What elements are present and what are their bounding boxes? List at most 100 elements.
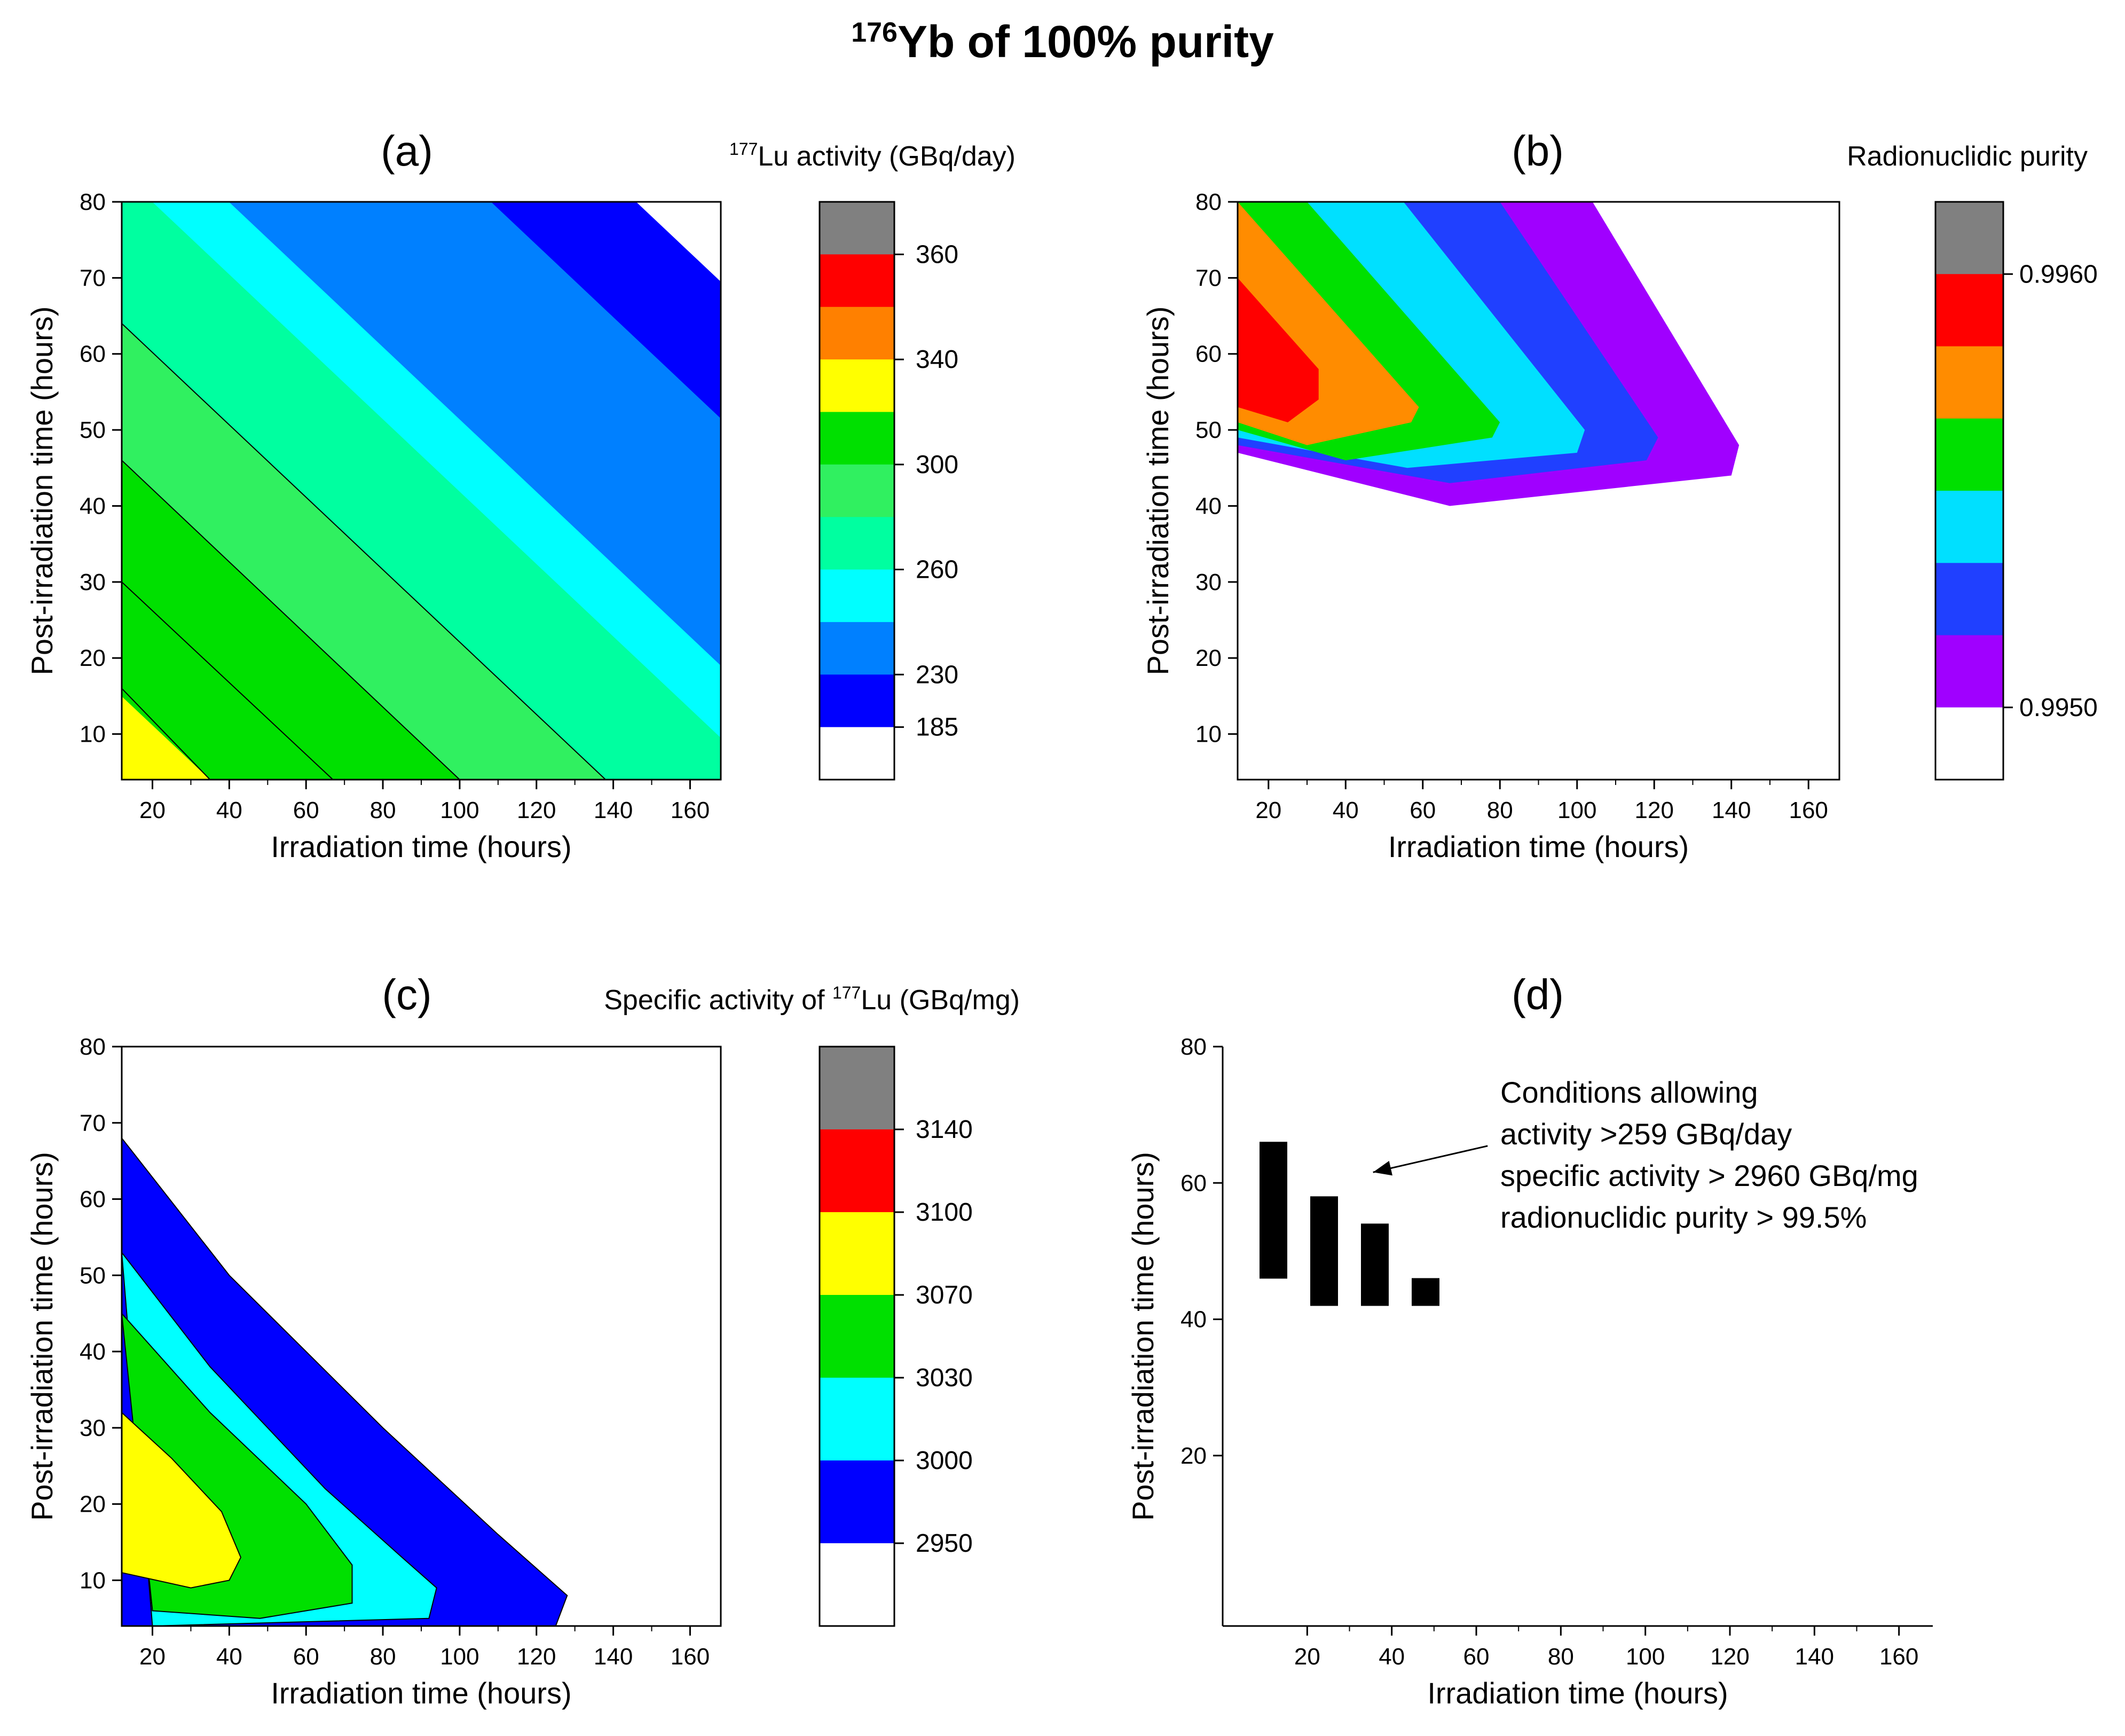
x-tick-label: 140 xyxy=(594,797,633,823)
annotation-text: Conditions allowing xyxy=(1500,1075,1758,1109)
y-tick-label: 20 xyxy=(1195,645,1222,671)
annotation-arrow-head xyxy=(1373,1161,1392,1176)
x-tick-label: 80 xyxy=(370,1644,396,1670)
y-axis-label: Post-irradiation time (hours) xyxy=(25,307,59,675)
colorbar-tick-label: 3140 xyxy=(916,1116,973,1144)
x-tick-label: 20 xyxy=(1255,797,1281,823)
x-tick-label: 100 xyxy=(1626,1644,1665,1670)
colorbar-tick-label: 260 xyxy=(916,556,958,584)
colorbar-swatch xyxy=(820,1129,894,1213)
data-point xyxy=(1310,1278,1338,1306)
colorbar-title: Specific activity of 177Lu (GBq/mg) xyxy=(604,983,1020,1016)
chart-c: 20 40 60 80 100 120 140 160 10 20 30 40 50 60 70 80 Irra… xyxy=(25,971,1020,1710)
x-tick-label: 60 xyxy=(1410,797,1436,823)
y-tick-label: 10 xyxy=(1195,721,1222,748)
colorbar-swatch xyxy=(820,569,894,623)
chart-b: 20 40 60 80 100 120 140 160 10 20 30 40 50 60 70 80 Irra… xyxy=(1141,127,2098,863)
data-point xyxy=(1260,1142,1287,1170)
chart-a: 20 40 60 80 100 120 140 160 10 20 30 40 50 60 70 80 Irra… xyxy=(25,127,1016,863)
plot-frame xyxy=(121,1046,722,1627)
colorbar-swatch xyxy=(820,464,894,517)
y-tick-label: 10 xyxy=(80,721,106,748)
y-axis-label: Post-irradiation time (hours) xyxy=(25,1152,59,1521)
colorbar-swatch xyxy=(1935,491,2003,563)
colorbar-swatch xyxy=(1935,202,2003,274)
data-point xyxy=(1260,1251,1287,1279)
colorbar-tick-label: 0.9960 xyxy=(2019,260,2098,288)
colorbar-swatch xyxy=(1935,707,2003,780)
y-tick-label: 80 xyxy=(80,189,106,215)
y-tick-label: 30 xyxy=(80,569,106,595)
x-axis-label: Irradiation time (hours) xyxy=(271,1676,571,1710)
colorbar-swatch xyxy=(820,1460,894,1544)
y-tick-label: 60 xyxy=(80,1187,106,1213)
y-tick-label: 70 xyxy=(1195,265,1222,291)
x-tick-label: 20 xyxy=(139,797,166,823)
y-tick-label: 50 xyxy=(1195,417,1222,443)
colorbar-title-pre: Specific activity of xyxy=(604,985,832,1016)
colorbar-frame xyxy=(818,201,895,781)
colorbar-swatch xyxy=(820,359,894,412)
y-tick-label: 40 xyxy=(80,1339,106,1365)
x-tick-label: 40 xyxy=(1379,1644,1405,1670)
colorbar-swatch xyxy=(820,1212,894,1295)
colorbar-title-text: Lu (GBq/mg) xyxy=(861,985,1020,1016)
x-tick-label: 120 xyxy=(517,1644,556,1670)
colorbar-tick-label: 3000 xyxy=(916,1447,973,1475)
colorbar-tick-label: 0.9950 xyxy=(2019,694,2098,722)
colorbar-swatch xyxy=(820,1047,894,1130)
annotation-text: radionuclidic purity > 99.5% xyxy=(1500,1200,1867,1234)
contour-region xyxy=(122,696,210,780)
data-point xyxy=(1260,1196,1287,1224)
contour-line xyxy=(122,582,334,780)
data-point xyxy=(1260,1223,1287,1252)
title-superscript: 176 xyxy=(851,17,898,48)
contour-area-a xyxy=(122,202,721,780)
x-tick-label: 80 xyxy=(1548,1644,1574,1670)
colorbar-swatch xyxy=(820,1543,894,1627)
colorbar-swatch xyxy=(820,307,894,360)
x-axis-label: Irradiation time (hours) xyxy=(271,830,571,863)
x-tick-label: 120 xyxy=(1710,1644,1749,1670)
y-tick-label: 70 xyxy=(80,1110,106,1136)
contour-region xyxy=(121,1411,242,1589)
x-tick-label: 80 xyxy=(370,797,396,823)
colorbar-swatch xyxy=(1935,418,2003,491)
colorbar-title: Radionuclidic purity xyxy=(1847,141,2088,172)
colorbar-tick-label: 360 xyxy=(916,240,958,269)
x-tick-label: 40 xyxy=(1333,797,1359,823)
x-tick-label: 40 xyxy=(216,797,242,823)
colorbar-swatch xyxy=(1935,346,2003,419)
y-tick-label: 40 xyxy=(1180,1307,1207,1333)
x-tick-label: 60 xyxy=(1463,1644,1490,1670)
y-tick-label: 30 xyxy=(1195,569,1222,595)
panel-label: (a) xyxy=(381,127,433,175)
colorbar-swatch xyxy=(820,202,894,255)
colorbar-tick-label: 300 xyxy=(916,451,958,479)
x-tick-label: 100 xyxy=(440,1644,479,1670)
x-tick-label: 160 xyxy=(1879,1644,1918,1670)
x-tick-label: 140 xyxy=(594,1644,633,1670)
colorbar-tick-label: 2950 xyxy=(916,1529,973,1558)
x-tick-label: 100 xyxy=(1557,797,1596,823)
data-point xyxy=(1361,1223,1389,1252)
colorbar-tick-label: 3070 xyxy=(916,1281,973,1309)
data-point xyxy=(1310,1251,1338,1279)
x-tick-label: 140 xyxy=(1795,1644,1834,1670)
x-tick-label: 100 xyxy=(440,797,479,823)
annotation-text: activity >259 GBq/day xyxy=(1500,1117,1792,1151)
x-tick-label: 60 xyxy=(293,1644,319,1670)
colorbar-swatch xyxy=(820,622,894,675)
x-tick-label: 40 xyxy=(216,1644,242,1670)
colorbar-swatch xyxy=(820,517,894,570)
x-tick-label: 140 xyxy=(1712,797,1751,823)
figure-title: 176Yb of 100% purity xyxy=(0,16,2125,68)
annotation-arrow-line xyxy=(1373,1145,1488,1173)
y-tick-label: 20 xyxy=(1180,1443,1207,1469)
y-tick-label: 40 xyxy=(1195,493,1222,519)
colorbar-frame xyxy=(818,1046,895,1627)
colorbar-swatch xyxy=(1935,635,2003,708)
y-axis-label: Post-irradiation time (hours) xyxy=(1126,1152,1160,1521)
colorbar-swatch xyxy=(820,1378,894,1461)
